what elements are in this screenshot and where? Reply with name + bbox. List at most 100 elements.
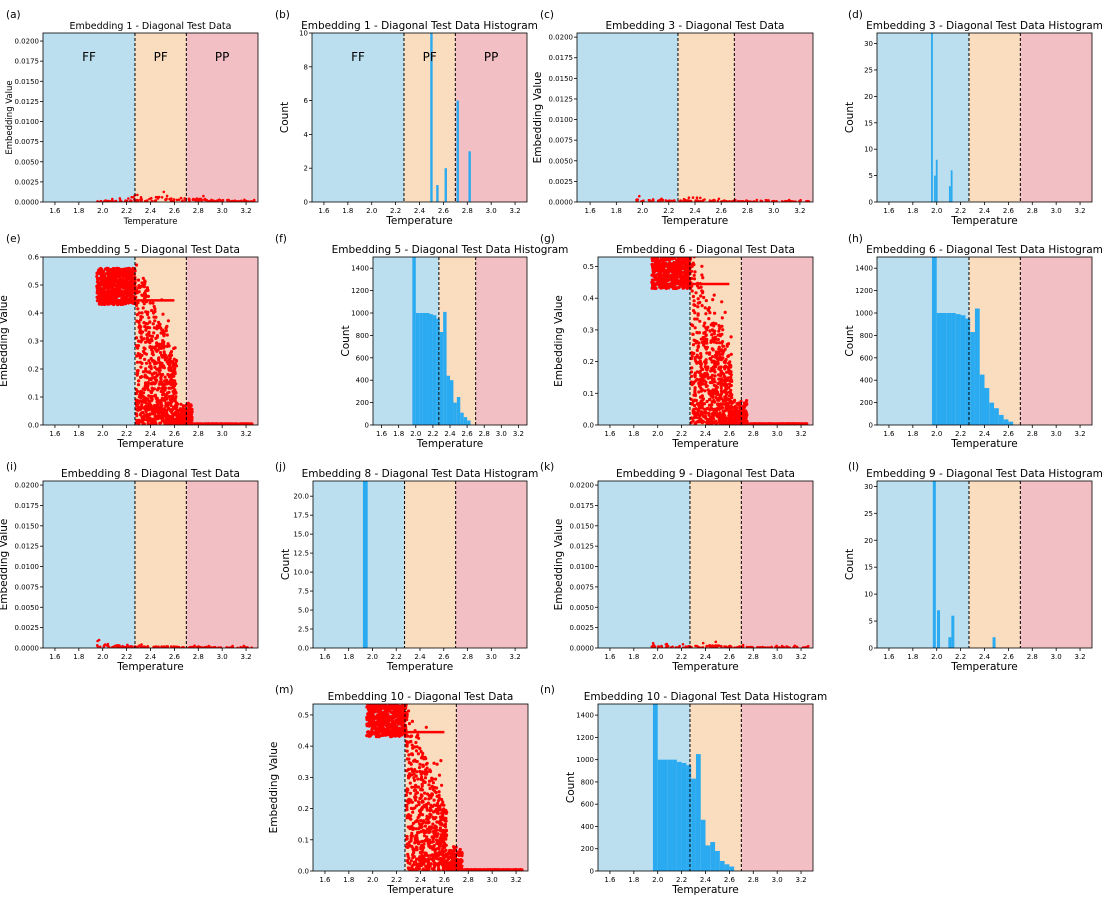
x-tick-label-1: 1.8 <box>628 876 639 884</box>
hist-bar-8 <box>439 332 444 425</box>
y-tick-label-6: 0.0150 <box>549 75 574 83</box>
hist-bar-13 <box>456 397 461 425</box>
y-tick-label-2: 4 <box>304 131 309 139</box>
panel-label: (c) <box>540 9 554 21</box>
phase-label-ff: FF <box>82 50 96 64</box>
panel-f: 1.6 1.8 2.0 2.2 2.4 2.6 2.8 3.0 3.2 0 200 400 600 800… <box>275 233 568 450</box>
y-axis-label: Count <box>340 325 352 356</box>
y-tick-label-0: 0.0 <box>28 422 39 430</box>
x-tick-label-4: 2.4 <box>979 653 991 661</box>
y-axis-label: Embedding Value <box>0 295 10 387</box>
phase-region-ff <box>877 481 969 648</box>
y-axis-label: Count <box>844 325 856 356</box>
x-tick-label-2: 2.0 <box>97 430 108 438</box>
chart-title: Embedding 3 - Diagonal Test Data Histogr… <box>866 20 1103 32</box>
x-tick-label-5: 2.6 <box>439 876 451 884</box>
panel-label: (n) <box>540 684 555 696</box>
hist-bar-13 <box>715 850 720 871</box>
hist-bar-3 <box>948 186 951 202</box>
x-tick-label-8: 3.2 <box>795 876 806 884</box>
y-tick-label-8: 0.0200 <box>15 38 40 46</box>
hist-bar-15 <box>1003 419 1009 425</box>
y-tick-label-0: 0.0000 <box>549 199 574 207</box>
x-tick-label-0: 1.6 <box>883 430 895 438</box>
x-tick-label-3: 2.2 <box>121 653 132 661</box>
y-tick-label-1: 0.0025 <box>15 624 40 632</box>
x-tick-label-1: 1.8 <box>907 430 918 438</box>
y-tick-label-2: 10 <box>864 591 873 599</box>
y-tick-label-1: 200 <box>860 399 873 407</box>
chart-title: Embedding 8 - Diagonal Test Data Histogr… <box>302 468 539 480</box>
x-tick-label-7: 3.0 <box>496 430 507 438</box>
hist-bar-2 <box>941 313 947 425</box>
x-tick-label-2: 2.0 <box>652 430 663 438</box>
y-tick-label-3: 7.5 <box>298 588 309 596</box>
y-tick-label-7: 0.0175 <box>15 58 40 66</box>
chart-title: Embedding 6 - Diagonal Test Data <box>616 244 795 256</box>
hist-bar-15 <box>463 417 468 425</box>
y-tick-label-4: 0.4 <box>583 295 595 303</box>
hist-bar-3 <box>422 313 427 425</box>
panel-b: 1.6 1.8 2.0 2.2 2.4 2.6 2.8 3.0 3.2 0 2 4 6 8 10Embedd… <box>275 9 538 227</box>
data-layer <box>635 194 811 202</box>
hist-bar-1 <box>934 175 936 202</box>
hist-bar-0 <box>430 33 433 202</box>
x-tick-label-7: 3.0 <box>217 653 228 661</box>
x-tick-label-0: 1.6 <box>604 876 616 884</box>
hist-bar-5 <box>676 761 682 871</box>
x-tick-label-1: 1.8 <box>907 653 918 661</box>
hist-bar-12 <box>453 402 457 425</box>
x-tick-label-2: 2.0 <box>367 876 378 884</box>
y-axis-label: Embedding Value <box>0 519 10 611</box>
y-tick-label-1: 200 <box>356 399 369 407</box>
hist-bar-11 <box>450 380 454 425</box>
phase-region-pp <box>1020 481 1092 648</box>
x-tick-label-1: 1.8 <box>343 653 354 661</box>
x-tick-label-7: 3.0 <box>772 876 783 884</box>
hist-bar-1 <box>937 610 941 648</box>
y-axis-label: Embedding Value <box>532 72 544 164</box>
phase-label-pp: PP <box>215 50 229 64</box>
hist-bar-0 <box>652 704 658 871</box>
hist-bar-8 <box>691 778 696 871</box>
x-tick-label-6: 2.8 <box>193 653 204 661</box>
y-tick-label-5: 0.0125 <box>15 543 40 551</box>
y-tick-label-5: 1000 <box>351 310 369 318</box>
x-tick-label-7: 3.0 <box>1051 207 1062 215</box>
x-tick-label-1: 1.8 <box>628 653 639 661</box>
x-tick-label-3: 2.2 <box>955 430 966 438</box>
y-tick-label-6: 0.6 <box>28 254 40 262</box>
y-tick-label-2: 400 <box>356 377 369 385</box>
hist-bar-2 <box>444 168 447 202</box>
x-tick-label-4: 2.4 <box>689 207 701 215</box>
x-tick-label-1: 1.8 <box>73 207 84 215</box>
y-axis-label: Count <box>279 102 291 133</box>
data-layer <box>652 704 735 871</box>
x-tick-label-4: 2.4 <box>700 653 712 661</box>
hist-bar-14 <box>998 414 1004 425</box>
x-tick-label-4: 2.4 <box>145 207 157 215</box>
hist-bar-2 <box>419 313 423 425</box>
x-tick-label-5: 2.6 <box>438 207 450 215</box>
y-tick-label-3: 0.3 <box>583 326 594 334</box>
y-tick-label-1: 2 <box>304 165 308 173</box>
hist-bar-14 <box>460 412 464 425</box>
x-tick-label-4: 2.4 <box>979 207 991 215</box>
hist-bar-6 <box>432 315 437 425</box>
phase-region-pf <box>689 481 742 648</box>
x-tick-label-3: 2.2 <box>121 430 132 438</box>
y-tick-label-1: 0.1 <box>583 390 594 398</box>
hist-bar-16 <box>467 420 471 425</box>
y-tick-label-6: 1200 <box>855 287 873 295</box>
x-tick-label-6: 2.8 <box>742 207 753 215</box>
y-tick-label-1: 0.0025 <box>570 624 595 632</box>
panel-label: (i) <box>6 461 17 473</box>
data-layer <box>96 638 253 648</box>
panel-label: (m) <box>275 684 293 696</box>
y-tick-label-7: 1400 <box>576 712 594 720</box>
x-tick-label-1: 1.8 <box>342 207 353 215</box>
hist-bar-4 <box>950 170 953 202</box>
x-tick-label-3: 2.2 <box>955 653 966 661</box>
y-tick-label-4: 20 <box>864 537 873 545</box>
panel-label: (g) <box>540 233 555 245</box>
